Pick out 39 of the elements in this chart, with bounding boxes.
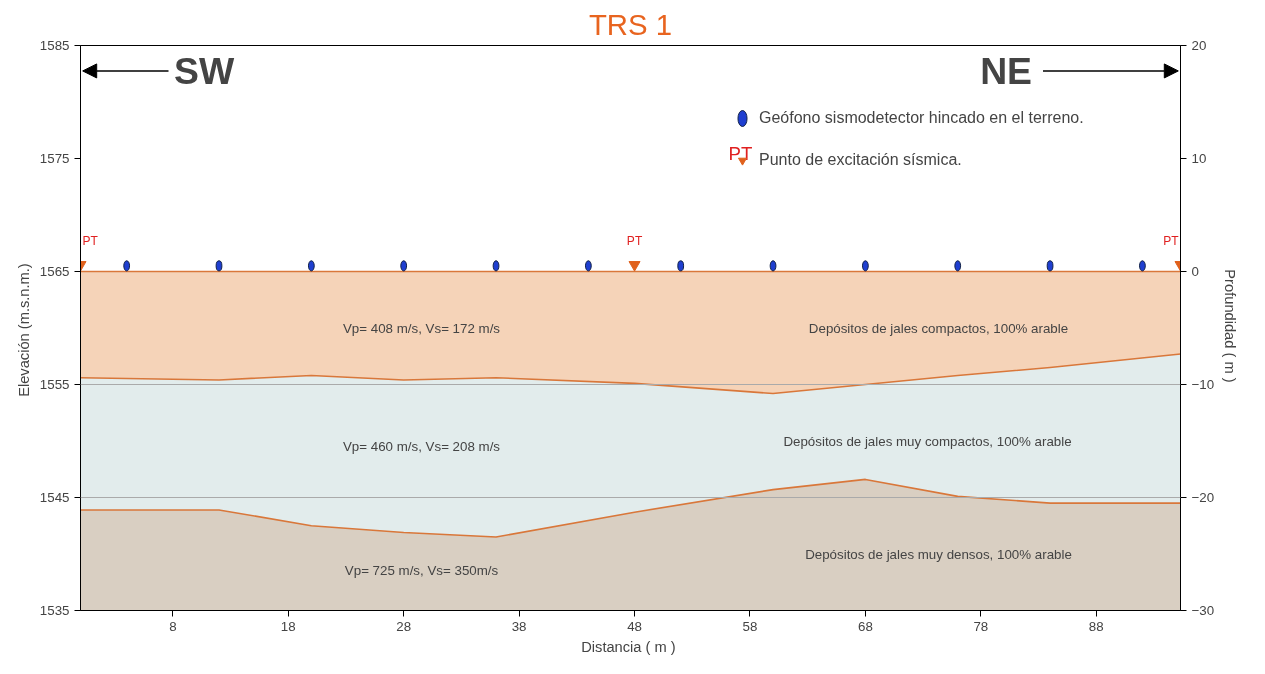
annotation: PT — [626, 233, 643, 248]
y2-tick-label: 20 — [1191, 38, 1207, 53]
y-tick-label: 1545 — [39, 490, 70, 505]
x-tick-label: 8 — [169, 618, 177, 634]
annotation: Vp= 408 m/s, Vs= 172 m/s — [342, 320, 501, 336]
x-tick-label: 78 — [973, 618, 989, 634]
chart-title: TRS 1 — [588, 7, 673, 41]
y-tick-label: 1585 — [39, 38, 70, 53]
y-tick-label: 1555 — [39, 377, 70, 392]
annotation: Vp= 725 m/s, Vs= 350m/s — [344, 563, 499, 579]
annotation: PT — [1163, 233, 1180, 248]
y-tick-label: 1565 — [39, 264, 70, 279]
annotation: SW — [174, 49, 235, 92]
annotation: NE — [980, 49, 1032, 92]
x-tick-label: 48 — [627, 618, 642, 634]
y-axis-title: Elevación (m.s.n.m.) — [15, 263, 32, 397]
x-axis-title: Distancia ( m ) — [581, 638, 676, 655]
y2-tick-label: 0 — [1191, 264, 1199, 279]
annotation: Depósitos de jales muy compactos, 100% arable — [783, 433, 1072, 449]
y2-axis-title: Profundidad ( m ) — [1222, 269, 1239, 383]
y-tick-label: 1575 — [39, 151, 70, 166]
y2-tick-label: −20 — [1191, 490, 1215, 505]
annotation: Depósitos de jales muy densos, 100% arable — [805, 546, 1072, 562]
annotation: PT — [82, 233, 99, 248]
y2-tick-label: −10 — [1191, 377, 1215, 392]
y-tick-label: 1535 — [39, 603, 70, 618]
legend-label: Geófono sismodetector hincado en el terreno. — [759, 109, 1084, 127]
x-tick-label: 58 — [742, 618, 758, 634]
x-tick-label: 68 — [857, 618, 873, 634]
annotation: PT — [728, 143, 753, 165]
x-tick-label: 18 — [280, 618, 296, 634]
annotation: Depósitos de jales compactos, 100% arable — [808, 320, 1069, 336]
annotation: Vp= 460 m/s, Vs= 208 m/s — [342, 439, 501, 455]
x-tick-label: 88 — [1088, 618, 1104, 634]
x-tick-label: 38 — [511, 618, 527, 634]
legend-label: Punto de excitación sísmica. — [759, 151, 962, 169]
y2-tick-label: −30 — [1191, 603, 1215, 618]
y2-tick-label: 10 — [1191, 151, 1207, 166]
x-tick-label: 28 — [396, 618, 412, 634]
